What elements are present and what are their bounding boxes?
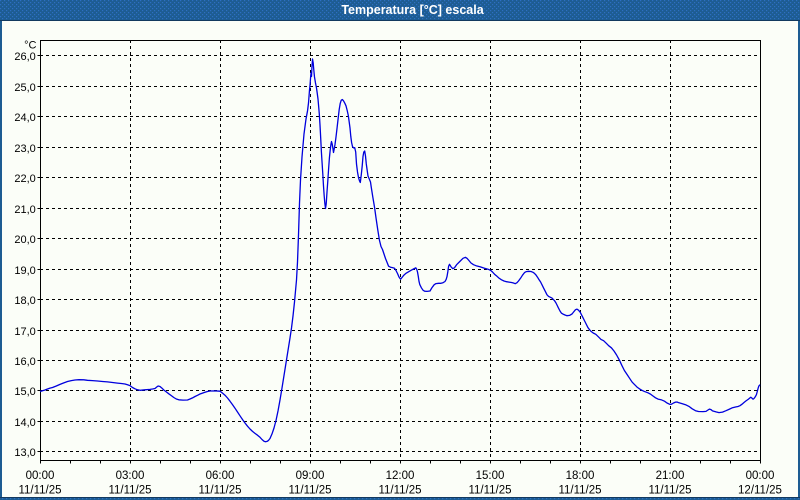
svg-text:18:00: 18:00: [566, 470, 595, 482]
svg-text:11/11/25: 11/11/25: [18, 484, 61, 496]
svg-text:14,0: 14,0: [14, 417, 35, 429]
svg-text:15:00: 15:00: [476, 470, 505, 482]
svg-text:21:00: 21:00: [656, 470, 685, 482]
svg-text:00:00: 00:00: [746, 470, 775, 482]
svg-text:12/11/25: 12/11/25: [738, 484, 782, 496]
svg-text:21,0: 21,0: [14, 204, 35, 216]
svg-text:11/11/25: 11/11/25: [558, 484, 601, 496]
svg-text:25,0: 25,0: [14, 82, 35, 94]
svg-text:22,0: 22,0: [14, 173, 35, 185]
svg-text:18,0: 18,0: [14, 295, 35, 307]
svg-text:11/11/25: 11/11/25: [288, 484, 331, 496]
svg-text:19,0: 19,0: [14, 265, 35, 277]
svg-text:15,0: 15,0: [14, 386, 35, 398]
svg-text:09:00: 09:00: [296, 470, 325, 482]
svg-text:17,0: 17,0: [14, 326, 35, 338]
svg-text:06:00: 06:00: [206, 470, 235, 482]
svg-text:11/11/25: 11/11/25: [378, 484, 421, 496]
svg-text:24,0: 24,0: [14, 112, 35, 124]
svg-text:16,0: 16,0: [14, 356, 35, 368]
svg-text:°C: °C: [24, 40, 36, 52]
svg-text:20,0: 20,0: [14, 234, 35, 246]
svg-text:11/11/25: 11/11/25: [468, 484, 511, 496]
svg-text:13,0: 13,0: [14, 447, 35, 459]
svg-text:03:00: 03:00: [116, 470, 145, 482]
svg-text:11/11/25: 11/11/25: [648, 484, 691, 496]
svg-text:11/11/25: 11/11/25: [108, 484, 151, 496]
svg-text:12:00: 12:00: [386, 470, 415, 482]
svg-text:23,0: 23,0: [14, 143, 35, 155]
svg-text:00:00: 00:00: [26, 470, 55, 482]
svg-text:11/11/25: 11/11/25: [198, 484, 241, 496]
svg-text:26,0: 26,0: [14, 51, 35, 63]
